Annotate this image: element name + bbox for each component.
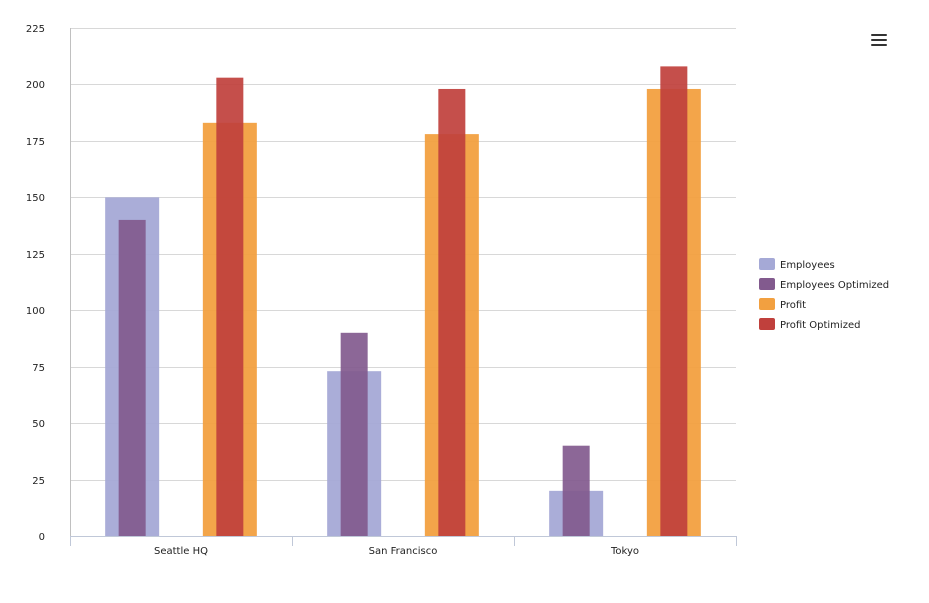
bar-profit-optimized: [216, 77, 244, 536]
legend-label: Profit Optimized: [780, 320, 860, 331]
legend-label: Employees Optimized: [780, 280, 889, 291]
hamburger-menu-icon[interactable]: [866, 28, 892, 52]
bar-employees-optimized: [340, 332, 368, 536]
bar-profit-optimized: [438, 88, 466, 537]
bar-profit-optimized: [660, 66, 688, 536]
legend-swatch: [759, 278, 775, 290]
bar-employees-optimized: [118, 219, 146, 536]
legend-label: Profit: [780, 300, 806, 311]
grid-lines: [70, 28, 736, 481]
legend-swatch: [759, 318, 775, 330]
x-tick-label: Seattle HQ: [154, 546, 208, 557]
axes: 0 25 50 75 100 125 150 175 200 225 Seattle HQ San F…: [26, 24, 737, 557]
legend-swatch: [759, 258, 775, 270]
bars: [105, 66, 701, 537]
y-tick-label: 225: [26, 24, 45, 35]
legend-label: Employees: [780, 260, 835, 271]
legend: Employees Employees Optimized Profit Profit…: [759, 258, 889, 331]
y-tick-label: 125: [26, 250, 45, 261]
y-tick-label: 75: [32, 363, 45, 374]
y-tick-label: 50: [32, 419, 45, 430]
y-tick-label: 200: [26, 80, 45, 91]
bar-employees-optimized: [562, 445, 590, 536]
y-tick-label: 0: [39, 532, 45, 543]
y-tick-label: 150: [26, 193, 45, 204]
y-tick-label: 175: [26, 137, 45, 148]
x-tick-label: Tokyo: [610, 546, 639, 557]
y-tick-label: 25: [32, 476, 45, 487]
x-tick-label: San Francisco: [369, 546, 438, 557]
y-tick-label: 100: [26, 306, 45, 317]
legend-swatch: [759, 298, 775, 310]
